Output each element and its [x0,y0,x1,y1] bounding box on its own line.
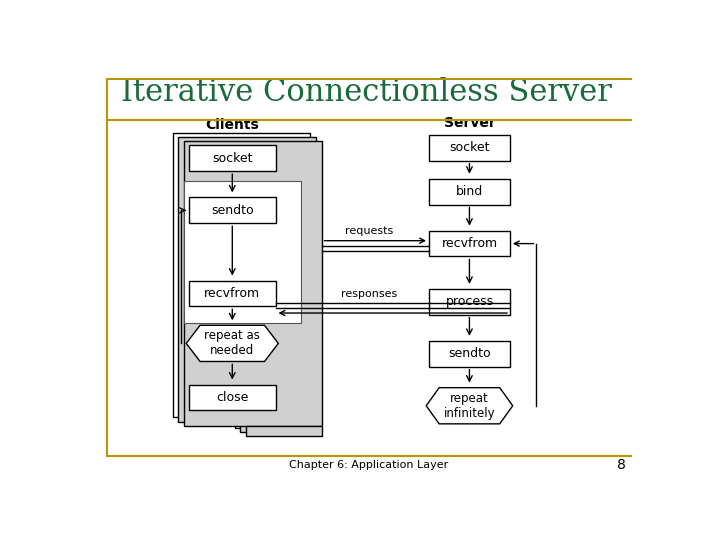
Bar [189,145,276,171]
Bar [189,281,276,306]
Bar [429,289,510,315]
Text: sendto: sendto [211,204,253,217]
Text: process: process [446,295,493,308]
Text: Server: Server [444,116,495,130]
Text: responses: responses [341,289,397,299]
Text: 8: 8 [617,458,626,472]
Text: requests: requests [345,226,393,235]
Text: Iterative Connectionless Server: Iterative Connectionless Server [121,77,611,109]
Polygon shape [186,325,279,361]
Bar [429,135,510,161]
Text: recvfrom: recvfrom [441,237,498,250]
Bar [184,141,322,426]
Bar [429,341,510,367]
Text: recvfrom: recvfrom [204,287,261,300]
Bar [189,384,276,410]
Text: close: close [216,391,248,404]
Text: repeat
infinitely: repeat infinitely [444,392,495,420]
Polygon shape [426,388,513,424]
Bar [240,422,316,432]
Bar [429,179,510,205]
Text: sendto: sendto [448,347,491,360]
Text: Clients: Clients [205,118,259,132]
Bar [246,426,322,436]
Text: socket: socket [449,141,490,154]
Text: bind: bind [456,185,483,198]
Text: Chapter 6: Application Layer: Chapter 6: Application Layer [289,460,449,470]
Bar [429,231,510,256]
Bar [235,417,310,428]
Bar [178,137,316,422]
Text: socket: socket [212,152,253,165]
Text: repeat as
needed: repeat as needed [204,329,260,357]
Bar [184,181,301,323]
Bar [189,198,276,223]
Bar [173,133,310,417]
